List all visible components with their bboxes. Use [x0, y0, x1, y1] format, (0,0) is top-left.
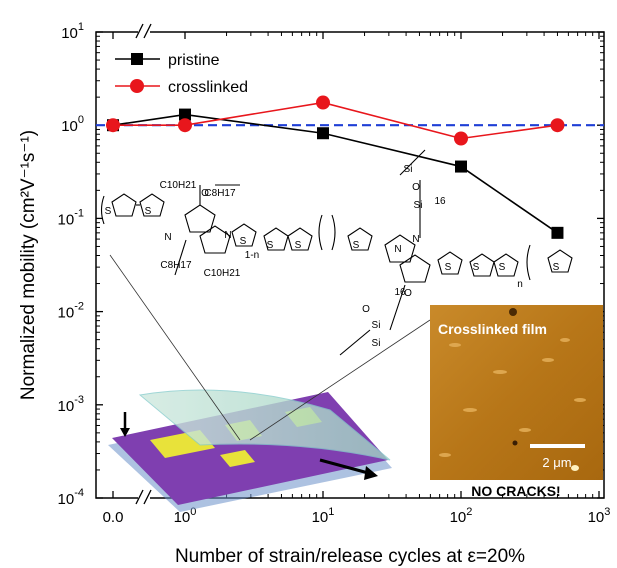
data-point-crosslinked: [316, 95, 330, 110]
molecule-label: S: [553, 262, 560, 273]
x-axis-break-top: [135, 23, 152, 39]
data-point-pristine: [551, 226, 564, 239]
y-tick-label: 100: [61, 114, 84, 135]
series-layer: [106, 95, 565, 239]
data-point-crosslinked: [106, 118, 120, 133]
molecule-label: Si: [404, 164, 413, 175]
molecule-label: C8H17: [160, 260, 192, 271]
molecule-label: 16: [434, 196, 446, 207]
y-tick-label: 10-2: [58, 301, 84, 322]
series-pristine: [107, 108, 564, 239]
x-axis-break-bottom: [135, 489, 152, 505]
x-tick-label: 0.0: [103, 509, 124, 526]
data-point-pristine: [179, 108, 191, 121]
molecule-label: n: [517, 279, 523, 290]
axis-ticks: [96, 31, 604, 499]
molecule-label: S: [353, 240, 360, 251]
afm-image: Crosslinked film 2 μm: [430, 305, 603, 480]
molecule-label: O: [404, 288, 412, 299]
y-tick-label: 101: [61, 21, 84, 42]
y-axis-title: Normalized mobility (cm²V⁻¹s⁻¹): [18, 130, 39, 400]
x-tick-label: 100: [174, 506, 197, 526]
molecule-label: 1-n: [245, 250, 259, 261]
molecule-label: C10H21: [160, 180, 197, 191]
legend: pristine crosslinked: [115, 52, 248, 96]
molecule-label: Si: [414, 200, 423, 211]
molecule-label: N: [394, 244, 401, 255]
molecule-label: N: [164, 232, 171, 243]
data-point-pristine: [317, 127, 329, 140]
molecule-label: S: [105, 206, 112, 217]
molecule-label: S: [295, 240, 302, 251]
molecule-label: S: [445, 262, 452, 273]
data-point-pristine: [455, 160, 467, 173]
y-tick-label: 10-1: [58, 207, 84, 228]
y-tick-label: 10-4: [58, 487, 84, 508]
molecule-label: O: [201, 188, 209, 199]
molecule-labels: C10H21C8H17C8H17C10H211-nn1616SiOSiSiOSi…: [105, 164, 560, 349]
molecule-label: O: [362, 304, 370, 315]
data-point-crosslinked: [178, 118, 192, 133]
series-line-pristine: [112, 113, 558, 234]
x-tick-label: 102: [450, 506, 473, 526]
molecule-label: Si: [372, 320, 381, 331]
afm-scalebar-label: 2 μm: [542, 455, 571, 470]
tick-labels: 0.0 100 101 102 103 101 100 10-1 10-2 10-3 10-4: [58, 21, 611, 526]
legend-marker-crosslinked: [130, 79, 144, 93]
afm-title: Crosslinked film: [438, 321, 547, 337]
plot-frame: [95, 31, 605, 499]
legend-label-pristine: pristine: [168, 52, 220, 69]
molecule-structure: [100, 149, 573, 356]
x-axis-title: Number of strain/release cycles at ε=20%: [175, 546, 525, 567]
x-tick-label: 101: [312, 506, 335, 526]
molecule-label: S: [499, 262, 506, 273]
molecule-label: Si: [372, 338, 381, 349]
data-point-crosslinked: [550, 118, 565, 133]
molecule-label: S: [145, 206, 152, 217]
legend-marker-pristine: [131, 53, 143, 65]
afm-caption: NO CRACKS!: [471, 483, 560, 499]
molecule-label: N: [224, 230, 231, 241]
molecule-label: S: [267, 240, 274, 251]
x-tick-label: 103: [588, 506, 611, 526]
series-crosslinked: [106, 95, 565, 146]
molecule-label: C8H17: [204, 188, 236, 199]
molecule-label: N: [412, 234, 419, 245]
molecule-label: S: [473, 262, 480, 273]
device-illustration: [108, 254, 431, 512]
molecule-label: C10H21: [204, 268, 241, 279]
molecule-label: 16: [394, 287, 406, 298]
legend-label-crosslinked: crosslinked: [168, 79, 248, 96]
molecule-label: O: [412, 182, 420, 193]
y-tick-label: 10-3: [58, 394, 84, 415]
data-point-crosslinked: [454, 131, 468, 146]
molecule-label: S: [240, 236, 247, 247]
